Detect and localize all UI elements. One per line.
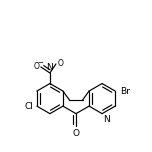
Text: O: O — [33, 62, 39, 71]
Text: −: − — [37, 60, 43, 66]
Text: O: O — [57, 59, 63, 68]
Text: Br: Br — [120, 86, 130, 96]
Text: N: N — [104, 115, 110, 124]
Text: O: O — [73, 129, 79, 138]
Text: Cl: Cl — [25, 102, 34, 111]
Text: N: N — [47, 63, 53, 72]
